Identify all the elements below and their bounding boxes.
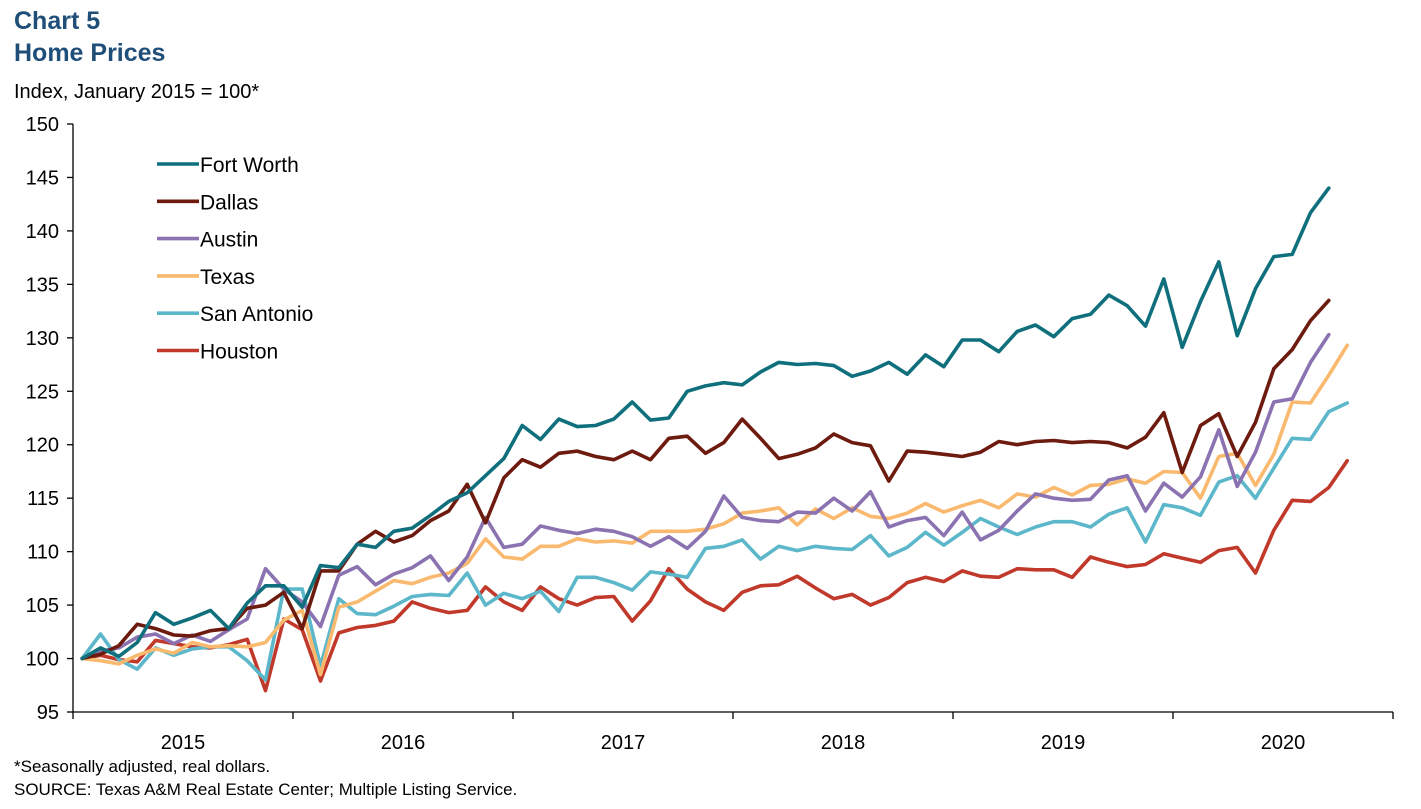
legend-label: Texas [200, 266, 255, 289]
series-line-texas [80, 343, 1349, 677]
series-line-san-antonio [80, 401, 1349, 682]
legend-label: Dallas [200, 191, 258, 214]
series-line-fort-worth [80, 186, 1331, 661]
x-tick-label: 2018 [821, 732, 866, 754]
y-tick-label: 95 [37, 702, 59, 724]
series-line-dallas [80, 298, 1331, 661]
y-tick-label: 130 [26, 328, 59, 350]
y-tick-label: 140 [26, 221, 59, 243]
chart-title: Chart 5 [14, 7, 101, 35]
y-tick-label: 125 [26, 381, 59, 403]
series-lines [80, 186, 1349, 693]
footnote: *Seasonally adjusted, real dollars. [14, 757, 271, 776]
series-line-houston [80, 458, 1349, 693]
legend-label: Austin [200, 229, 258, 252]
x-tick-label: 2020 [1261, 732, 1306, 754]
legend-label: Fort Worth [200, 154, 299, 177]
x-tick-label: 2017 [601, 732, 646, 754]
y-tick-label: 145 [26, 167, 59, 189]
legend-label: San Antonio [200, 303, 313, 326]
y-tick-label: 150 [26, 114, 59, 136]
y-tick-label: 120 [26, 435, 59, 457]
y-tick-label: 100 [26, 649, 59, 671]
x-tick-label: 2015 [161, 732, 206, 754]
series-line-austin [80, 332, 1331, 661]
source-note: SOURCE: Texas A&M Real Estate Center; Mu… [14, 780, 518, 799]
x-tick-label: 2019 [1041, 732, 1086, 754]
y-tick-label: 135 [26, 274, 59, 296]
legend: Fort Worth Dallas Austin Texas San Antonio Ho… [157, 154, 313, 364]
y-tick-label: 110 [27, 542, 59, 564]
y-tick-label: 105 [26, 595, 59, 617]
y-axis-units-label: Index, January 2015 = 100* [14, 81, 260, 103]
legend-label: Houston [200, 341, 278, 364]
chart-subtitle: Home Prices [14, 39, 166, 67]
x-tick-label: 2016 [381, 732, 426, 754]
y-tick-label: 115 [27, 488, 59, 510]
axes: 95 100 105 110 115 120 125 130 135 140 145 150 2015 2… [26, 114, 1394, 754]
